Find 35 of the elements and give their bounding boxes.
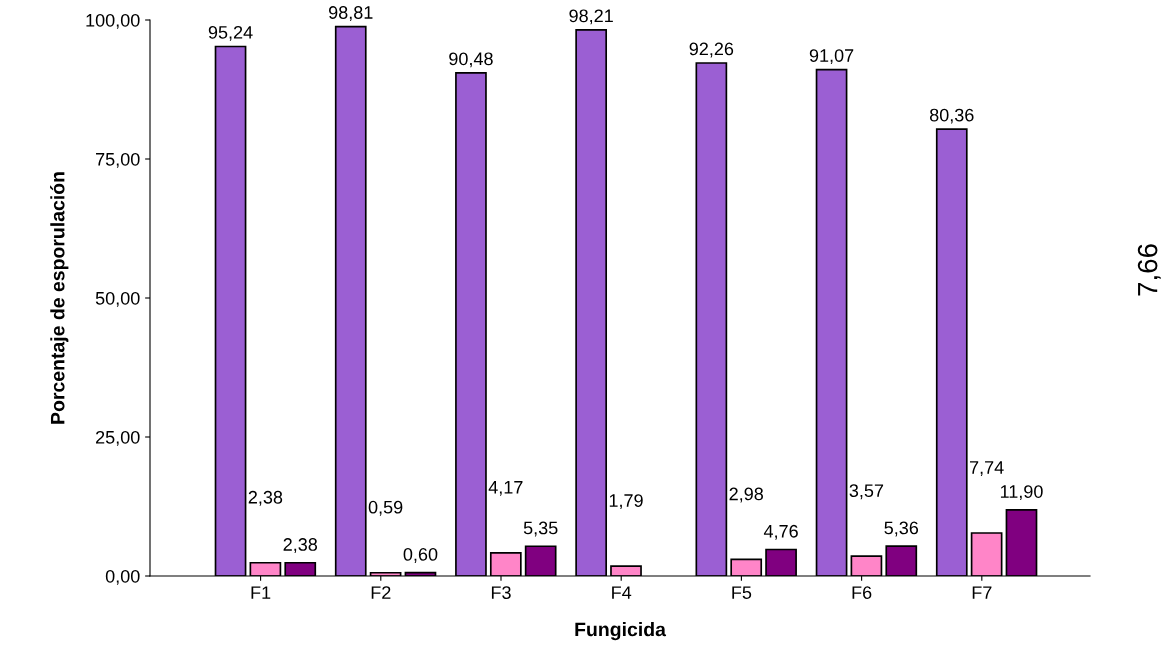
data-label: 4,17 (488, 481, 523, 496)
data-label: 3,57 (849, 484, 884, 500)
data-label: 90,48 (449, 52, 493, 68)
x-tick-label: F7 (972, 586, 992, 599)
x-tick-label: F3 (491, 586, 511, 599)
data-label: 11,90 (1000, 485, 1043, 501)
y-tick-label: 100,00 (86, 13, 140, 29)
y-tick-label: 25,00 (96, 430, 140, 446)
data-label: 7,74 (969, 461, 1004, 476)
data-label: 0,60 (403, 547, 438, 563)
x-tick-label: F1 (251, 586, 271, 599)
data-label: 1,79 (609, 494, 643, 510)
data-label: 2,38 (283, 538, 318, 553)
data-label: 0,59 (368, 500, 403, 516)
text: 7,66 (1137, 244, 1161, 296)
data-label: 91,07 (809, 49, 854, 65)
y-tick-label: 50,00 (95, 291, 140, 307)
data-label: 2,38 (248, 490, 283, 506)
data-label: 98,21 (569, 9, 613, 25)
x-tick-label: F5 (732, 586, 752, 599)
data-label: 4,76 (763, 524, 798, 540)
data-label: 5,35 (523, 521, 558, 537)
x-axis-title: Fungicida (575, 622, 667, 641)
x-tick-label: F2 (371, 586, 391, 599)
x-tick-label: F6 (852, 586, 872, 599)
data-label: 92,26 (689, 42, 734, 58)
y-axis-title: Porcentaje de esporulación (50, 172, 69, 424)
y-tick-label: 0,00 (105, 569, 140, 585)
data-label: 5,36 (884, 521, 919, 537)
data-label: 98,81 (329, 6, 373, 22)
x-tick-label: F4 (612, 586, 632, 599)
data-label: 2,98 (729, 487, 763, 503)
data-label: 95,24 (208, 25, 253, 41)
y-tick-label: 75,00 (96, 152, 140, 168)
data-label: 80,36 (929, 108, 974, 124)
